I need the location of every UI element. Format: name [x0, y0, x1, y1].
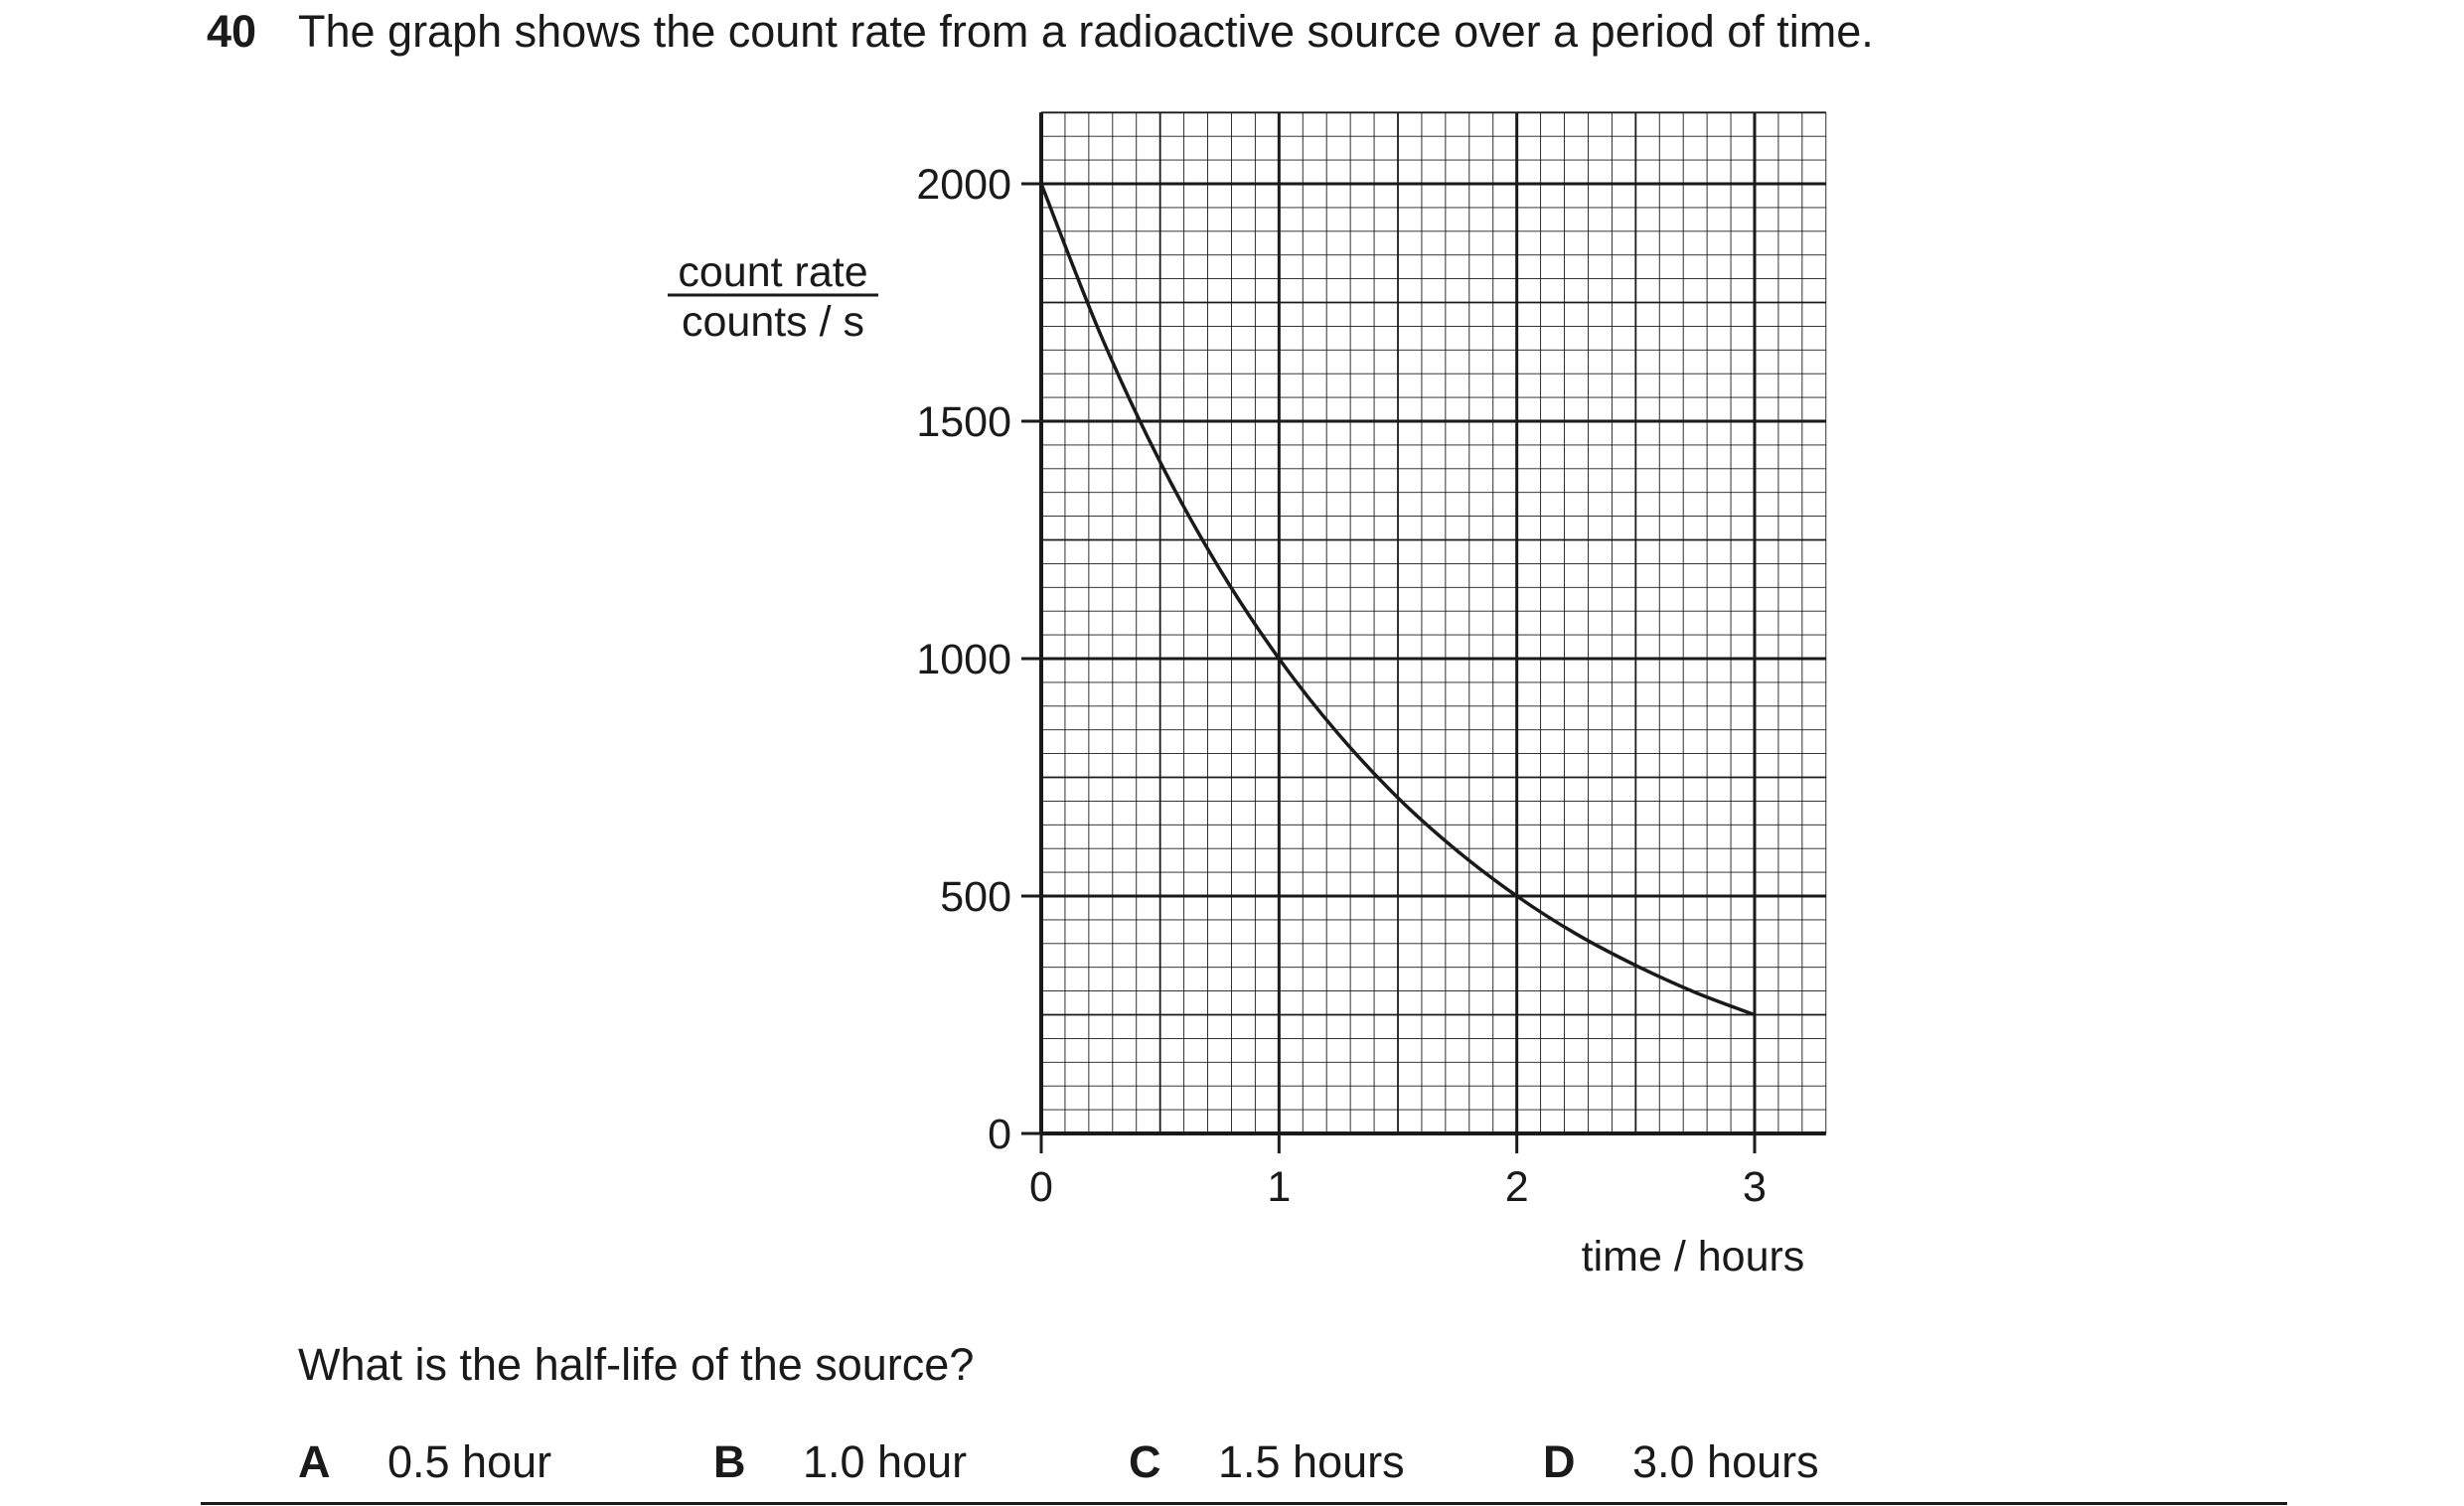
decay-curve: [1039, 183, 1756, 1017]
ticks: [1021, 182, 1757, 1153]
option-text: 3.0 hours: [1632, 1436, 1819, 1487]
y-tick-label: 2000: [916, 161, 1011, 209]
y-tick-label: 1000: [916, 636, 1011, 683]
axes: [1039, 112, 1826, 1135]
major-grid: [1039, 111, 1826, 1135]
decay-graph: 0 500 1000 1500 2000 0 1 2 3 count rate counts /…: [668, 111, 1827, 1280]
option-text: 0.5 hour: [387, 1436, 552, 1487]
y-tick-label: 0: [988, 1111, 1011, 1158]
question-number: 40: [207, 6, 257, 57]
x-tick-label: 2: [1505, 1163, 1529, 1211]
option-letter: D: [1543, 1436, 1576, 1487]
y-axis-label-bottom: counts / s: [682, 298, 864, 346]
y-tick-label: 500: [940, 873, 1011, 921]
minor-grid: [1041, 111, 1827, 1133]
axis-labels: count rate counts / s time / hours: [668, 248, 1804, 1280]
bottom-rule: [201, 1502, 2287, 1505]
x-tick-label: 0: [1029, 1163, 1053, 1211]
option-letter: B: [713, 1436, 746, 1487]
series-line: [1039, 183, 1756, 1017]
question-stem: The graph shows the count rate from a ra…: [298, 6, 1874, 57]
x-axis-label: time / hours: [1582, 1233, 1805, 1280]
option-letter: C: [1129, 1436, 1161, 1487]
option-text: 1.0 hour: [803, 1436, 968, 1487]
x-tick-label: 3: [1743, 1163, 1767, 1211]
option-text: 1.5 hours: [1218, 1436, 1405, 1487]
option-letter: A: [298, 1436, 331, 1487]
y-axis-label-top: count rate: [678, 248, 867, 296]
x-tick-label: 1: [1267, 1163, 1291, 1211]
y-tick-label: 1500: [916, 398, 1011, 446]
tick-labels: 0 500 1000 1500 2000 0 1 2 3: [916, 161, 1767, 1211]
question-prompt: What is the half-life of the source?: [298, 1339, 975, 1390]
